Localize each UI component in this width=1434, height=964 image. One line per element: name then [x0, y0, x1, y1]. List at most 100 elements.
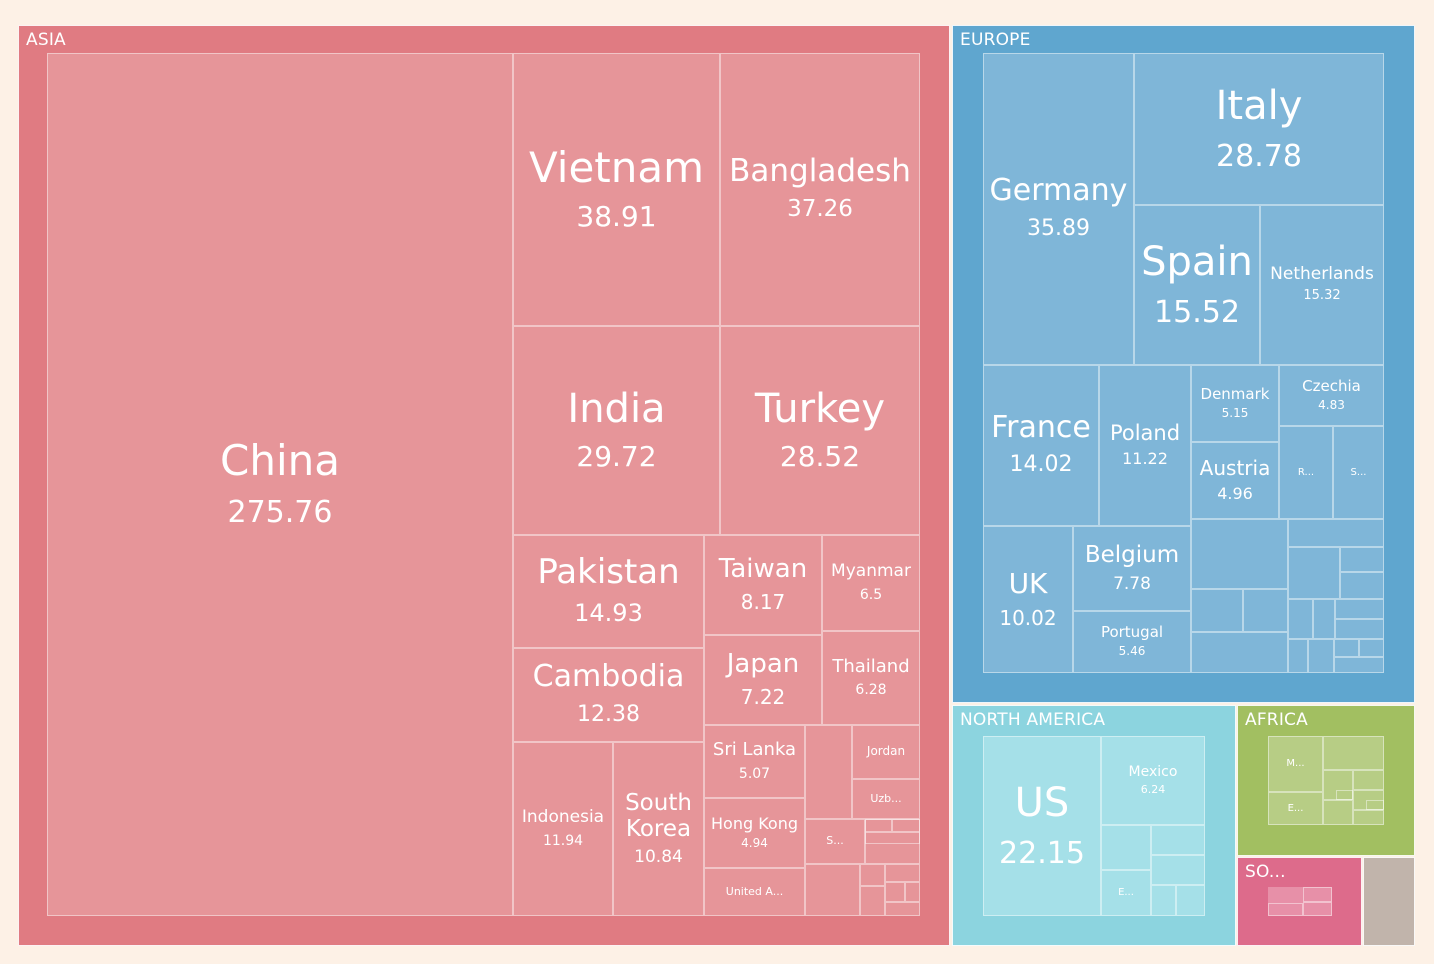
treemap-tile-small	[885, 882, 905, 902]
treemap-tile-small	[1353, 810, 1384, 825]
treemap-tile-small	[1176, 885, 1205, 916]
treemap-tile-small	[1101, 825, 1151, 870]
tile-name-label: Bangladesh	[729, 152, 911, 189]
region-so: SO...	[1237, 857, 1362, 946]
tile-value-label: 4.94	[741, 835, 768, 850]
tile-value-label: 22.15	[999, 835, 1085, 871]
tile-value-label: 275.76	[227, 495, 333, 531]
tile-name-label: Spain	[1141, 238, 1253, 285]
treemap-tile-small	[885, 902, 920, 916]
tile-value-label: 5.46	[1118, 644, 1146, 659]
treemap-tile-small	[1151, 825, 1205, 855]
treemap-tile-belgium: Belgium 7.78	[1073, 526, 1191, 611]
treemap-tile-small	[1191, 589, 1243, 632]
treemap-tile-small	[892, 819, 920, 832]
treemap-tile-france: France 14.02	[983, 365, 1099, 526]
treemap-tile-small	[1323, 800, 1353, 825]
tile-name-label: Czechia	[1302, 376, 1361, 395]
tile-name-label: Myanmar	[831, 561, 911, 582]
tile-value-label: 6.5	[859, 586, 883, 603]
treemap-tile-small	[1334, 657, 1384, 673]
tile-name-label: US	[1014, 779, 1070, 826]
treemap-tile-taiwan: Taiwan 8.17	[704, 535, 822, 635]
treemap-tile-small	[1303, 902, 1332, 916]
region-inner-europe	[983, 53, 1384, 673]
tile-name-label: Poland	[1109, 421, 1181, 446]
tile-value-label: 15.32	[1303, 287, 1341, 303]
treemap-tile-poland: Poland 11.22	[1099, 365, 1191, 526]
treemap-tile-sri-lanka: Sri Lanka 5.07	[704, 725, 805, 798]
tile-name-label: China	[220, 435, 340, 485]
treemap-tile-uk: UK 10.02	[983, 526, 1073, 673]
tile-value-label: 37.26	[787, 196, 853, 223]
treemap-tile-czechia: Czechia 4.83	[1279, 365, 1384, 426]
treemap-tile-small	[1191, 519, 1288, 589]
tile-value-label: 14.02	[1009, 452, 1073, 478]
tile-value-label: 10.02	[999, 606, 1057, 631]
treemap-tile-small	[865, 819, 892, 832]
treemap-tile-small	[1323, 736, 1384, 770]
treemap-tile-small	[1323, 770, 1353, 800]
treemap-tile-small	[860, 864, 885, 886]
tile-name-label: Italy	[1215, 82, 1303, 129]
tile-name-label: Vietnam	[528, 142, 705, 192]
treemap-tile-austria: Austria 4.96	[1191, 442, 1279, 519]
treemap-tile-small	[1366, 800, 1384, 810]
treemap-tile-myanmar: Myanmar 6.5	[822, 535, 920, 631]
region-label: ASIA	[26, 30, 66, 50]
treemap-tile-thailand: Thailand 6.28	[822, 631, 920, 725]
region-inner-north-america	[983, 736, 1205, 916]
tile-name-label: E...	[1287, 802, 1304, 814]
treemap-tile-us: US 22.15	[983, 736, 1101, 916]
tile-value-label: 7.22	[740, 685, 786, 710]
region-label: AFRICA	[1245, 710, 1308, 730]
treemap-tile-bangladesh: Bangladesh 37.26	[720, 53, 920, 326]
treemap-tile-denmark: Denmark 5.15	[1191, 365, 1279, 442]
tile-value-label: 4.96	[1217, 483, 1253, 503]
tile-name-label: Germany	[989, 173, 1128, 209]
treemap-tile-uzb: Uzb...	[852, 779, 920, 819]
treemap-tile-small	[1191, 632, 1288, 673]
tile-value-label: 5.15	[1221, 405, 1249, 420]
tile-name-label: R...	[1297, 466, 1315, 478]
tile-name-label: Hong Kong	[711, 813, 798, 833]
tile-name-label: E...	[1118, 887, 1134, 899]
treemap-tile-small	[1353, 790, 1384, 810]
treemap-tile-small	[1268, 903, 1303, 916]
treemap-tile-japan: Japan 7.22	[704, 635, 822, 725]
treemap-tile-small	[1288, 639, 1308, 673]
treemap-tile-small	[865, 819, 920, 864]
tile-value-label: 4.83	[1318, 397, 1345, 412]
treemap-tile-s: S...	[1333, 426, 1384, 519]
tile-name-label: S...	[826, 834, 844, 848]
tile-name-label: UK	[1008, 566, 1048, 600]
treemap-tile-united-a: United A...	[704, 868, 805, 916]
tile-value-label: 10.84	[634, 847, 683, 868]
treemap-tile-small	[1243, 589, 1288, 632]
treemap-tile-italy: Italy 28.78	[1134, 53, 1384, 205]
treemap-tile-small	[1336, 790, 1353, 800]
tile-value-label: 6.28	[855, 682, 887, 699]
treemap-tile-small	[1340, 547, 1384, 572]
treemap-tile-m: M...	[1268, 736, 1323, 792]
treemap-tile-small	[805, 864, 860, 916]
treemap-tile-small	[1334, 639, 1359, 657]
tile-value-label: 35.89	[1027, 215, 1090, 241]
treemap-tile-e: E...	[1268, 792, 1323, 825]
tile-name-label: Denmark	[1200, 384, 1270, 403]
tile-name-label: France	[991, 409, 1091, 445]
tile-name-label: Taiwan	[718, 553, 808, 584]
treemap-tile-small	[1288, 547, 1340, 599]
region-unlabeled	[1363, 857, 1415, 946]
treemap-tile-small	[1359, 639, 1384, 657]
treemap-tile-r: R...	[1279, 426, 1333, 519]
tile-name-label: Mexico	[1128, 763, 1178, 780]
treemap-tile-indonesia: Indonesia 11.94	[513, 742, 613, 916]
treemap-tile-small	[1340, 572, 1384, 599]
treemap-tile-portugal: Portugal 5.46	[1073, 611, 1191, 673]
tile-value-label: 5.07	[738, 765, 771, 782]
tile-value-label: 11.94	[542, 832, 584, 849]
treemap-tile-cambodia: Cambodia 12.38	[513, 648, 704, 742]
region-label: NORTH AMERICA	[960, 710, 1106, 730]
